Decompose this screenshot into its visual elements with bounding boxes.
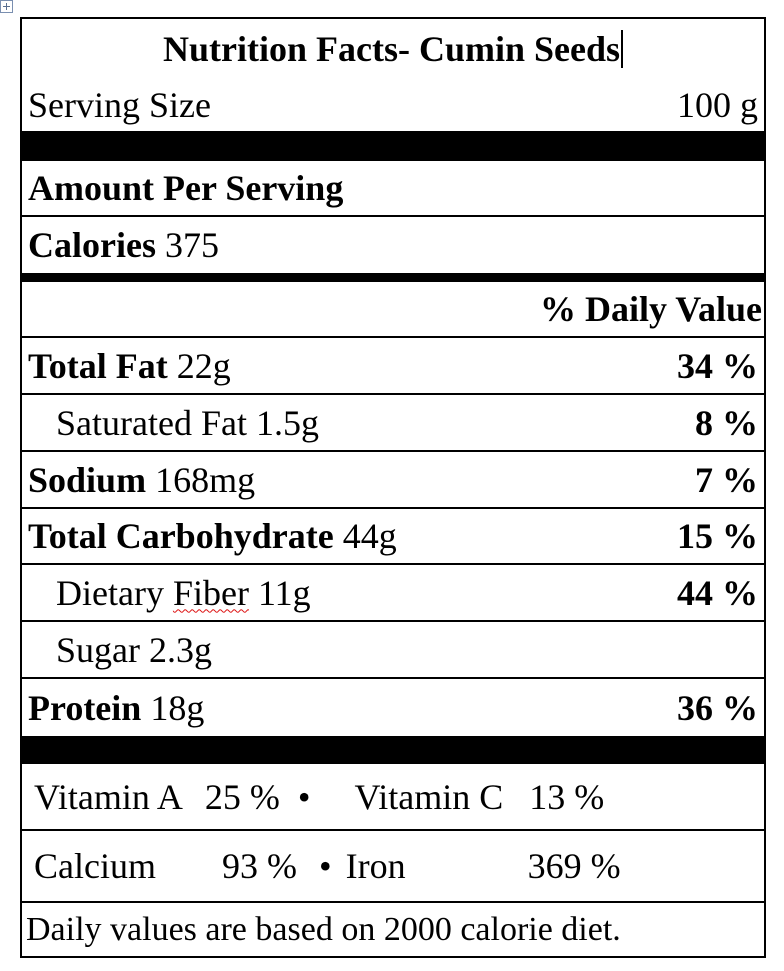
nutrient-amount: 44g — [342, 516, 397, 556]
text-cursor — [621, 30, 623, 68]
serving-size-value: 100 g — [677, 85, 758, 125]
footnote-row: Daily values are based on 2000 calorie d… — [22, 903, 764, 956]
nutrient-name: Sugar — [56, 629, 140, 670]
serving-size-label: Serving Size — [28, 85, 211, 125]
bullet-separator: • — [318, 846, 332, 886]
dietary-fiber-label: Dietary Fiber — [56, 572, 249, 613]
nutrient-row: Sodium 168mg 7 % — [22, 452, 764, 509]
nutrient-name: Total Carbohydrate — [28, 516, 334, 556]
vitamin-a-label: Vitamin A — [34, 776, 183, 817]
nutrient-row: Total Carbohydrate 44g 15 % — [22, 509, 764, 565]
amount-per-serving-row: Amount Per Serving — [22, 161, 764, 217]
nutrient-amount: 168mg — [155, 459, 256, 500]
bullet-separator: • — [297, 776, 311, 817]
vitamin-a-value: 25 % — [204, 776, 280, 817]
nutrient-daily-value: 8 % — [695, 402, 758, 443]
vitamin-c-label: Vitamin C — [354, 776, 504, 817]
nutrient-daily-value: 15 % — [677, 516, 758, 556]
nutrient-row: Protein 18g 36 % — [22, 679, 764, 736]
nutrient-amount: 11g — [257, 572, 311, 613]
calories-row: Calories 375 — [22, 217, 764, 273]
calcium-label: Calcium — [34, 846, 156, 886]
nutrient-row: Sugar 2.3g — [22, 622, 764, 679]
spellcheck-word: Fiber — [172, 572, 249, 613]
nutrient-daily-value: 34 % — [677, 345, 758, 386]
nutrition-label: Nutrition Facts- Cumin Seeds Serving Siz… — [20, 17, 766, 958]
nutrient-daily-value: 36 % — [677, 687, 758, 728]
nutrient-name: Sodium — [28, 459, 147, 500]
thick-divider — [22, 131, 764, 161]
nutrient-row: Dietary Fiber 11g 44 % — [22, 565, 764, 622]
calories-label: Calories — [28, 225, 156, 265]
nutrient-daily-value: 7 % — [695, 459, 758, 500]
table-move-handle[interactable] — [0, 0, 13, 13]
nutrient-row: Saturated Fat 1.5g 8 % — [22, 395, 764, 452]
serving-size-row: Serving Size 100 g — [22, 79, 764, 131]
iron-label: Iron — [345, 846, 406, 886]
nutrient-name: Saturated Fat — [56, 402, 247, 443]
daily-value-header: % Daily Value — [539, 289, 762, 329]
nutrient-name: Dietary Fiber — [56, 575, 249, 611]
page-title: Nutrition Facts- Cumin Seeds — [163, 29, 620, 69]
nutrient-amount: 22g — [176, 345, 231, 386]
iron-value: 369 % — [527, 846, 621, 886]
nutrient-amount: 1.5g — [255, 402, 319, 443]
nutrient-daily-value: 44 % — [677, 572, 758, 613]
nutrient-name: Protein — [28, 687, 142, 728]
footnote: Daily values are based on 2000 calorie d… — [26, 910, 621, 948]
nutrient-name: Total Fat — [28, 345, 168, 386]
daily-value-header-row: % Daily Value — [22, 282, 764, 338]
calcium-value: 93 % — [221, 846, 297, 886]
vitamin-c-value: 13 % — [529, 776, 605, 817]
vitamins-row: Vitamin A 25 % • Vitamin C 13 % — [22, 764, 764, 831]
minerals-row: Calcium 93 % • Iron 369 % — [22, 831, 764, 903]
nutrient-row: Total Fat 22g 34 % — [22, 338, 764, 395]
thick-divider — [22, 736, 764, 764]
calories-value: 375 — [164, 225, 219, 265]
amount-per-serving-label: Amount Per Serving — [28, 168, 344, 208]
nutrient-amount: 2.3g — [149, 629, 212, 670]
nutrient-amount: 18g — [150, 687, 205, 728]
title-row: Nutrition Facts- Cumin Seeds — [22, 19, 764, 79]
medium-divider — [22, 273, 764, 282]
